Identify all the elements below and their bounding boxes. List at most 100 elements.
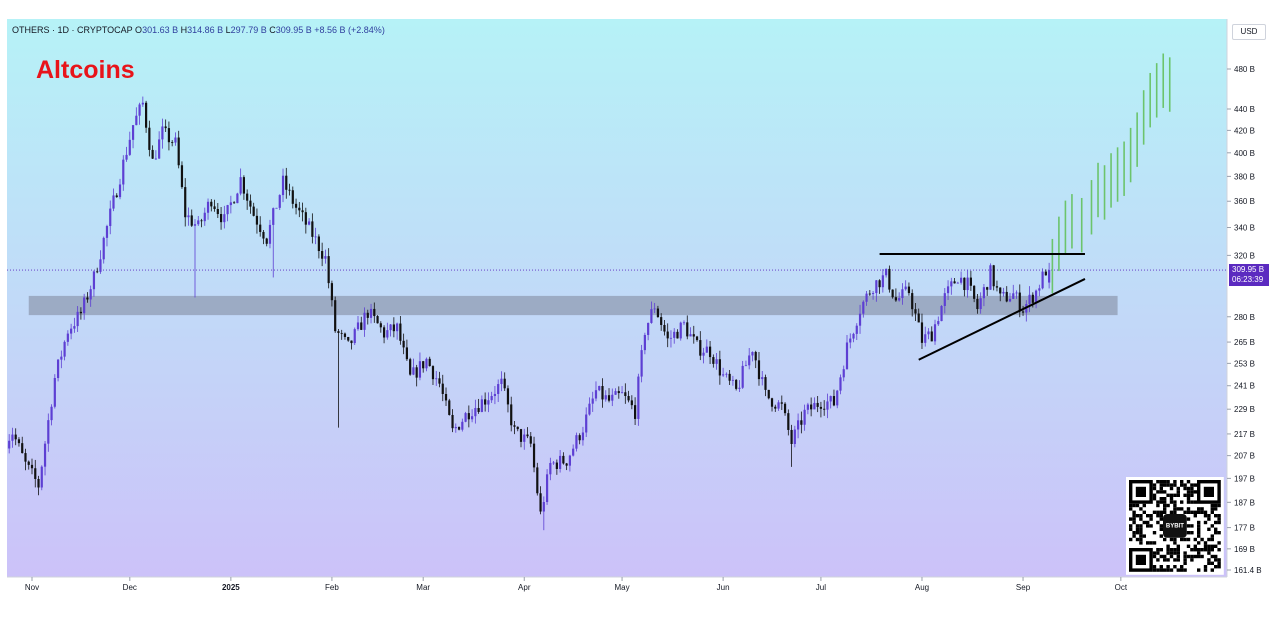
qr-module (1186, 554, 1191, 559)
candle-body (581, 432, 585, 441)
candle-body (911, 293, 914, 310)
candle-body (467, 413, 470, 420)
qr-module (1132, 520, 1136, 525)
qr-module (1193, 490, 1197, 494)
candle-body (767, 389, 770, 399)
low-label: L (225, 25, 231, 35)
candle-body (695, 336, 699, 341)
qr-module (1132, 503, 1136, 508)
qr-module (1169, 486, 1174, 491)
currency-button[interactable]: USD (1232, 24, 1266, 40)
candle-body (969, 277, 972, 286)
candle-body (647, 322, 650, 335)
qr-module (1152, 510, 1157, 514)
qr-logo-text: BYBIT (1166, 524, 1184, 530)
candle-body (565, 463, 568, 466)
candle (203, 207, 206, 226)
qr-module (1210, 554, 1214, 559)
candle-body (594, 390, 598, 399)
y-tick-label: 320 B (1234, 251, 1255, 260)
candle-body (327, 256, 330, 284)
candle (989, 263, 992, 290)
candle (53, 374, 56, 409)
chart-svg[interactable]: 480 B 440 B 420 B 400 B 380 B 360 B 340 B 320 B… (4, 19, 1272, 597)
qr-module (1197, 527, 1201, 531)
candle (741, 360, 744, 389)
candle (308, 218, 311, 226)
candle-body (1008, 298, 1012, 302)
candle-body (112, 195, 115, 209)
candle (780, 395, 783, 411)
candle (76, 306, 79, 332)
candle (210, 199, 213, 212)
candle (392, 317, 395, 338)
qr-module (1149, 514, 1153, 518)
candle (79, 307, 82, 320)
candle-body (366, 312, 369, 318)
candle-body (542, 502, 545, 512)
chart-frame[interactable]: 480 B 440 B 420 B 400 B 380 B 360 B 340 B 320 B… (4, 19, 1272, 597)
qr-module (1207, 544, 1211, 548)
candle-body (330, 283, 334, 301)
last-price-value: 309.95 B (1232, 265, 1265, 274)
candle (17, 437, 21, 447)
candle-body (878, 280, 881, 288)
candle-body (236, 193, 239, 204)
candle (125, 146, 128, 162)
candle-body (40, 466, 43, 488)
candle-body (663, 324, 666, 332)
qr-module (1163, 510, 1167, 514)
qr-module (1146, 514, 1150, 518)
candle (321, 242, 324, 267)
candle-body (96, 271, 99, 273)
candle-body (268, 224, 272, 244)
qr-module (1149, 524, 1153, 528)
qr-module (1217, 558, 1221, 562)
candle (813, 397, 816, 410)
qr-module (1152, 493, 1157, 497)
candle (92, 270, 96, 297)
candle (891, 289, 894, 299)
candle-body (532, 443, 536, 468)
candle-body (347, 336, 350, 341)
candle (650, 301, 653, 324)
candle (262, 230, 265, 245)
candle (343, 332, 347, 340)
candle-body (441, 383, 444, 394)
candle (839, 374, 842, 395)
qr-module (1135, 514, 1140, 518)
candle (777, 400, 780, 411)
candle (118, 178, 122, 200)
candle-body (692, 334, 695, 337)
candle (467, 405, 470, 428)
qr-module (1183, 537, 1187, 542)
qr-module (1186, 480, 1191, 484)
qr-module (1156, 503, 1160, 508)
candle-body (937, 321, 940, 325)
candle (464, 411, 467, 423)
candle (448, 398, 451, 416)
qr-module (1159, 524, 1163, 528)
candle-body (575, 435, 578, 449)
qr-module (1159, 534, 1163, 538)
qr-module (1152, 497, 1157, 501)
candle-body (464, 413, 467, 422)
candle-body (757, 360, 761, 380)
qr-module (1139, 514, 1143, 518)
qr-module (1173, 507, 1177, 511)
candle-body (255, 215, 259, 225)
candle-body (21, 443, 24, 454)
candle-body (643, 334, 646, 351)
candle-body (386, 330, 389, 338)
qr-module (1173, 565, 1177, 569)
time-scale-background[interactable] (7, 577, 1272, 597)
qr-module (1210, 544, 1214, 548)
candle (99, 250, 102, 274)
price-scale-background[interactable] (1227, 19, 1272, 577)
x-tick-label: Sep (1016, 583, 1031, 592)
qr-module (1159, 527, 1163, 531)
candle (598, 385, 601, 392)
candle (816, 396, 819, 413)
qr-module (1173, 503, 1177, 508)
candle-body (529, 436, 532, 444)
